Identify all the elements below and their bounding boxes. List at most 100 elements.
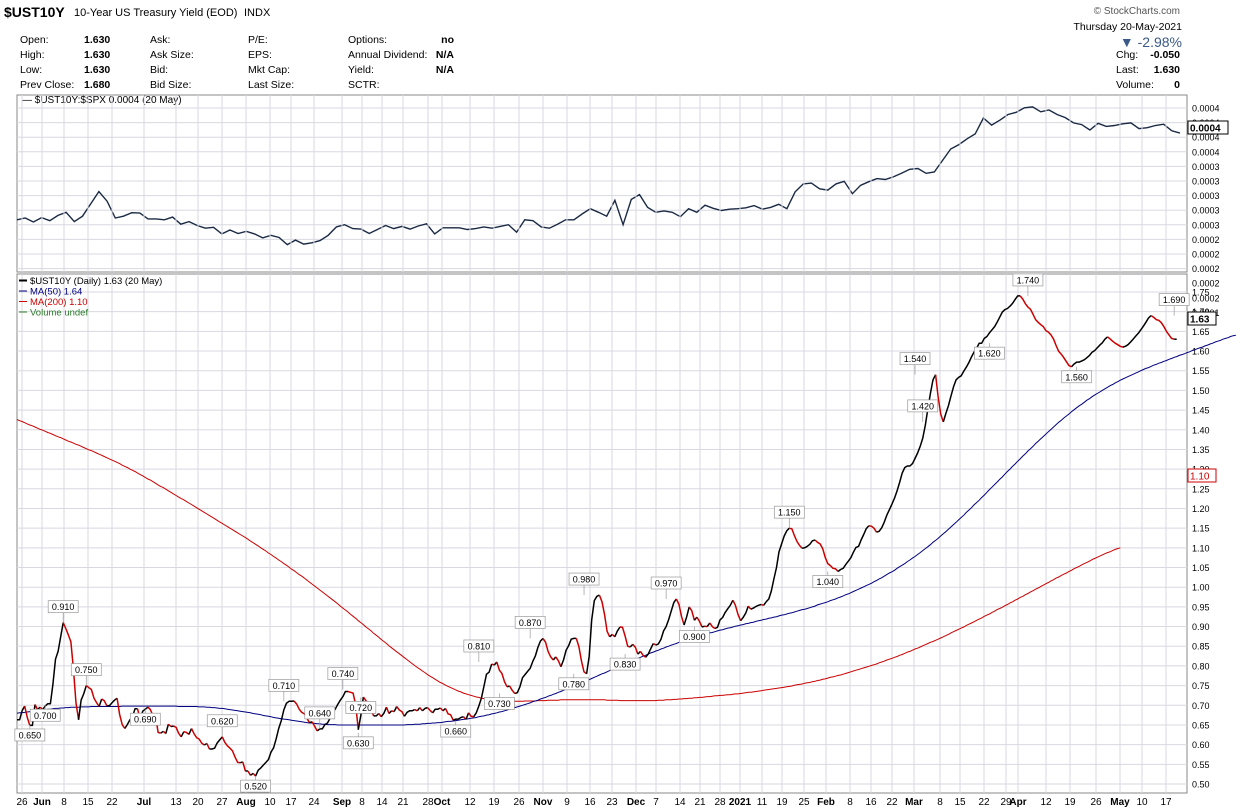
annotation-label: 1.560 (1065, 372, 1088, 382)
annotation-label: 1.740 (1017, 275, 1040, 285)
price-y-tick-label: 0.60 (1192, 740, 1210, 750)
price-line-segment (473, 663, 493, 718)
price-y-tick-label: 0.75 (1192, 681, 1210, 691)
ratio-last-label: 0.0004 (1190, 124, 1221, 135)
annotation-box (129, 712, 161, 726)
x-tick-label: Nov (534, 797, 553, 808)
x-tick-label: 22 (886, 797, 898, 808)
annotation-label: 0.660 (444, 727, 467, 737)
annotation-box (1061, 370, 1093, 384)
annotation-box (327, 667, 359, 680)
main-panel-frame (16, 273, 1188, 794)
price-line-segment (934, 374, 945, 423)
ma200-line (16, 419, 1121, 702)
stat-value: 1.630 (84, 64, 111, 76)
stat-label: Yield: (348, 64, 374, 76)
price-line-segment (373, 712, 380, 717)
price-line-segment (206, 743, 211, 750)
stat-label: P/E: (248, 34, 268, 46)
ma200-last-label: 1.10 (1190, 472, 1210, 483)
price-y-tick-label: 0.95 (1192, 602, 1210, 612)
watermark: © StockCharts.com (1093, 6, 1180, 17)
price-line-segment (555, 656, 562, 667)
price-y-tick-label: 1.65 (1192, 327, 1210, 337)
price-line-segment (385, 706, 390, 714)
price-line-segment (188, 728, 193, 735)
price-y-tick-label: 0.80 (1192, 661, 1210, 671)
x-tick-label: 20 (192, 797, 204, 808)
price-line-segment (762, 527, 790, 606)
price-line-segment (432, 707, 441, 714)
price-line-segment (311, 721, 318, 732)
annotation-box (1158, 293, 1190, 306)
annotation-box (514, 616, 546, 629)
stat-value: N/A (435, 64, 454, 76)
price-y-tick-label: 1.60 (1192, 347, 1210, 357)
annotation-box (14, 728, 46, 742)
annotation-box (609, 657, 641, 671)
price-y-tick-label: 1.50 (1192, 386, 1210, 396)
x-tick-label: 28 (422, 797, 434, 808)
price-line-segment (240, 761, 243, 764)
price-line-segment (614, 626, 621, 638)
ratio-legend: — $UST10Y:$SPX 0.0004 (20 May) (22, 95, 182, 106)
x-tick-label: 14 (376, 797, 388, 808)
price-line-segment (173, 725, 182, 738)
annotation-box (29, 708, 61, 722)
price-line-segment (868, 525, 878, 533)
price-line-segment (467, 712, 474, 718)
annotation-label: 1.040 (817, 577, 840, 587)
price-line-segment (254, 700, 295, 777)
x-tick-label: 22 (106, 797, 118, 808)
ratio-y-tick-label: 0.0002 (1192, 235, 1220, 245)
price-line-segment (598, 594, 611, 638)
x-tick-label: 25 (798, 797, 810, 808)
price-y-tick-label: 1.20 (1192, 504, 1210, 514)
x-tick-label: Mar (905, 797, 923, 808)
stat-label: Bid: (150, 64, 169, 76)
annotation-label: 0.630 (347, 738, 370, 748)
price-line-segment (747, 605, 752, 610)
price-y-tick-label: 0.70 (1192, 701, 1210, 711)
annotation-label: 0.720 (350, 703, 373, 713)
price-y-tick-label: 1.00 (1192, 583, 1210, 593)
ma200-last-box (1187, 468, 1217, 483)
price-y-tick-label: 0.90 (1192, 622, 1210, 632)
main-legend: $UST10Y (Daily) 1.63 (20 May)MA(50) 1.64… (19, 276, 162, 319)
price-y-tick-label: 1.35 (1192, 445, 1210, 455)
price-line-segment (452, 715, 464, 721)
stat-label: Mkt Cap: (248, 64, 291, 76)
price-line-segment (101, 698, 108, 707)
price-line-segment (309, 721, 313, 724)
price-line-segment (688, 606, 696, 621)
price-line-segment (696, 616, 703, 628)
price-line-segment (1122, 315, 1152, 348)
price-line-segment (491, 663, 495, 666)
annotation-box (304, 706, 336, 720)
price-line-segment (1070, 336, 1108, 368)
price-y-tick-label: 1.45 (1192, 406, 1210, 416)
x-tick-label: 10 (264, 797, 276, 808)
price-line-segment (942, 295, 1021, 423)
price-line-segment (62, 622, 80, 720)
annotation-box (70, 663, 102, 676)
price-line-segment (560, 637, 577, 667)
x-tick-label: 16 (584, 797, 596, 808)
price-line-segment (388, 710, 393, 715)
price-y-tick-label: 1.75 (1192, 288, 1210, 298)
annotation-box (342, 736, 374, 750)
annotation-box (558, 677, 590, 691)
annotation-box (773, 505, 805, 519)
price-line-segment (876, 374, 937, 533)
price-line-segment (167, 723, 172, 728)
x-tick-label: 19 (776, 797, 788, 808)
price-line-segment (801, 539, 816, 549)
price-y-tick-label: 1.55 (1192, 366, 1210, 376)
ratio-y-tick-label: 0.0002 (1192, 264, 1220, 274)
annotation-box (679, 630, 710, 643)
price-line-segment (732, 599, 742, 621)
price-line-segment (750, 603, 762, 610)
price-line-segment (655, 598, 678, 646)
x-tick-label: 23 (606, 797, 618, 808)
price-line-segment (575, 638, 588, 675)
